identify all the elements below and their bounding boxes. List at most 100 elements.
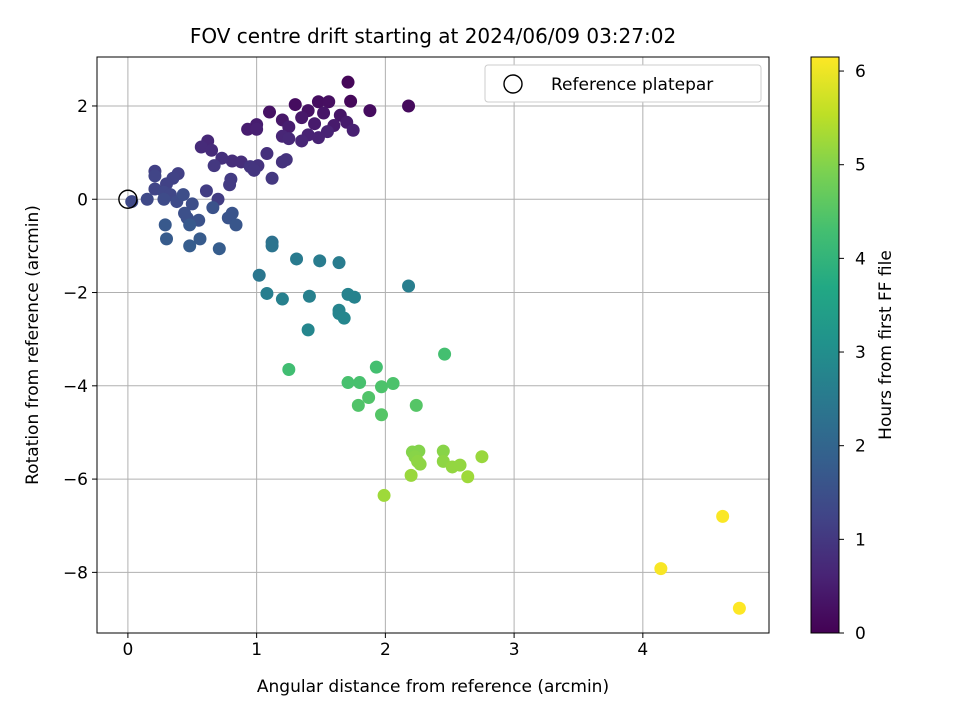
data-point xyxy=(247,163,261,177)
data-point xyxy=(260,286,274,300)
data-point xyxy=(337,311,351,325)
x-tick-label: 2 xyxy=(380,640,391,660)
data-point xyxy=(369,360,383,374)
data-point xyxy=(402,279,416,293)
grid xyxy=(97,57,769,633)
data-point xyxy=(282,120,296,134)
y-axis-label: Rotation from reference (arcmin) xyxy=(23,205,43,485)
data-point xyxy=(302,289,316,303)
data-point xyxy=(732,601,746,615)
axis-ticks: 0 1 2 3 4 −8 −6 −4 −2 0 2 xyxy=(63,97,648,660)
data-point xyxy=(252,268,266,282)
data-point xyxy=(199,184,213,198)
colorbar-tick-label: 5 xyxy=(855,156,866,176)
data-point xyxy=(341,75,355,89)
data-point xyxy=(183,239,197,253)
data-point xyxy=(275,292,289,306)
data-point xyxy=(347,290,361,304)
data-point xyxy=(158,218,172,232)
data-point xyxy=(206,201,220,215)
data-point xyxy=(250,122,264,136)
data-point xyxy=(160,232,174,246)
data-point xyxy=(341,376,355,390)
reference-marker xyxy=(118,189,138,209)
data-point xyxy=(363,104,377,118)
data-point xyxy=(311,131,325,145)
data-point xyxy=(375,408,389,422)
colorbar: 0 1 2 3 4 5 6 Hours from first FF file xyxy=(810,56,896,644)
data-point xyxy=(311,95,325,109)
data-point xyxy=(404,468,418,482)
data-point xyxy=(353,376,367,390)
data-point xyxy=(301,323,315,337)
data-point xyxy=(313,254,327,268)
data-point xyxy=(241,122,255,136)
colorbar-ticks: 0 1 2 3 4 5 6 xyxy=(839,62,866,644)
x-tick-label: 4 xyxy=(637,640,648,660)
y-tick-label: −6 xyxy=(63,470,88,490)
legend-box xyxy=(484,64,762,103)
x-tick-label: 3 xyxy=(509,640,520,660)
x-tick-label: 0 xyxy=(122,640,133,660)
data-point xyxy=(260,147,274,161)
data-point xyxy=(265,239,279,253)
y-tick-label: −2 xyxy=(63,284,88,304)
legend: Reference platepar xyxy=(484,64,762,103)
y-tick-label: −4 xyxy=(63,377,88,397)
data-point xyxy=(176,188,190,202)
data-point xyxy=(185,197,199,211)
legend-marker xyxy=(503,74,523,94)
data-point xyxy=(375,380,389,394)
data-point xyxy=(362,390,376,404)
data-point xyxy=(288,98,302,112)
data-point xyxy=(438,347,452,361)
data-point xyxy=(183,218,197,232)
data-point xyxy=(212,242,226,256)
colorbar-label: Hours from first FF file xyxy=(876,250,896,440)
data-point xyxy=(229,218,243,232)
data-point xyxy=(351,398,365,412)
data-point xyxy=(308,117,322,131)
data-point xyxy=(295,111,309,125)
data-point xyxy=(332,256,346,270)
plot-frame xyxy=(96,56,770,634)
data-point xyxy=(290,252,304,266)
data-point xyxy=(295,134,309,148)
data-point xyxy=(194,140,208,154)
x-tick-label: 1 xyxy=(251,640,262,660)
y-tick-label: −8 xyxy=(63,563,88,583)
colorbar-gradient xyxy=(810,56,840,634)
data-point xyxy=(193,232,207,246)
data-point xyxy=(461,470,475,484)
data-point xyxy=(157,192,171,206)
data-point xyxy=(282,132,296,146)
data-point xyxy=(386,376,400,390)
colorbar-tick-label: 4 xyxy=(855,249,866,269)
data-point xyxy=(344,94,358,108)
legend-label: Reference platepar xyxy=(551,75,713,95)
colorbar-tick-label: 0 xyxy=(855,624,866,644)
data-point xyxy=(716,509,730,523)
colorbar-tick-label: 6 xyxy=(855,62,866,82)
data-point xyxy=(148,169,162,183)
y-tick-label: 0 xyxy=(77,190,88,210)
colorbar-tick-label: 1 xyxy=(855,530,866,550)
data-point xyxy=(317,106,331,120)
data-point xyxy=(475,450,489,464)
data-point xyxy=(282,362,296,376)
data-point xyxy=(207,159,221,173)
data-point xyxy=(346,123,360,137)
data-point xyxy=(436,444,450,458)
data-point xyxy=(205,143,219,157)
x-axis-label: Angular distance from reference (arcmin) xyxy=(257,677,609,697)
data-point xyxy=(402,99,416,113)
data-points xyxy=(118,75,746,615)
colorbar-tick-label: 2 xyxy=(855,437,866,457)
data-point xyxy=(413,457,427,471)
data-point xyxy=(275,155,289,169)
data-point xyxy=(263,105,277,119)
y-tick-label: 2 xyxy=(77,97,88,117)
colorbar-tick-label: 3 xyxy=(855,343,866,363)
data-point xyxy=(453,458,467,472)
